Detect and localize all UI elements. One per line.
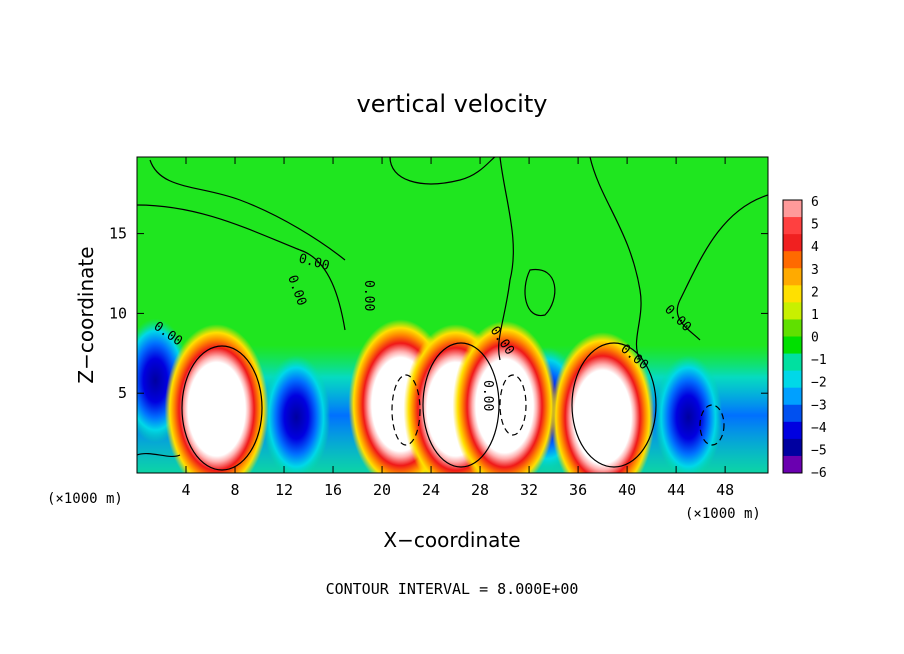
colorbar-tick-label: 4 [811, 240, 819, 255]
x-tick-label: 48 [716, 481, 734, 499]
updraft-cell [164, 324, 269, 473]
x-tick-label: 44 [667, 481, 685, 499]
y-tick-label: 5 [118, 384, 127, 402]
colorbar-tick-label: −4 [811, 421, 827, 436]
y-axis: 5 10 15 [109, 225, 768, 402]
contour-line [149, 159, 346, 261]
colorbar-swatch [783, 353, 802, 372]
contour-line [181, 345, 263, 471]
contour-interval-note: CONTOUR INTERVAL = 8.000E+00 [326, 580, 579, 598]
contour-line [498, 157, 514, 361]
contour-line [389, 157, 496, 185]
x-tick-label: 4 [181, 481, 190, 499]
x-unit-left: (×1000 m) [47, 491, 123, 507]
colorbar-tick-label: −5 [811, 443, 827, 458]
colorbar-swatch [783, 438, 802, 457]
x-axis: 4 8 12 16 20 24 28 32 36 40 44 48 [181, 157, 734, 499]
colorbar-tick-label: −1 [811, 353, 827, 368]
downdraft-cell [654, 355, 723, 473]
contour-lines [137, 157, 768, 471]
chart-title: vertical velocity [357, 90, 548, 118]
colorbar-tick-label: −3 [811, 398, 827, 413]
contour-line [571, 342, 657, 468]
x-tick-label: 12 [275, 481, 293, 499]
colorbar-tick-label: 2 [811, 285, 819, 300]
contour-line [137, 204, 346, 331]
colorbar-tick-label: −2 [811, 376, 827, 391]
colorbar-tick-label: −6 [811, 466, 827, 481]
colorbar-swatch [783, 302, 802, 320]
contour-line [676, 194, 768, 341]
x-tick-label: 28 [471, 481, 489, 499]
contour-label: 0.00 [480, 380, 495, 411]
colorbar-swatch [783, 404, 802, 423]
contour-line [699, 404, 725, 446]
plot-area: 0.00 0.00 0.00 0.00 0.00 0.00 0.00 0.00 [137, 157, 768, 473]
colorbar-swatch [783, 200, 802, 218]
colorbar-swatch [783, 268, 802, 286]
y-tick-label: 10 [109, 304, 127, 322]
colorbar-tick-label: 3 [811, 263, 819, 278]
colorbar-swatch [783, 455, 802, 474]
colorbar-tick-label: 1 [811, 308, 819, 323]
colorbar-swatch [783, 319, 802, 337]
contour-line [137, 452, 181, 458]
cell-layer [137, 318, 723, 473]
x-tick-label: 20 [373, 481, 391, 499]
plot-frame [136, 156, 769, 474]
contour-line [422, 342, 500, 468]
contour-line [499, 374, 527, 436]
x-tick-label: 36 [569, 481, 587, 499]
x-tick-label: 16 [324, 481, 342, 499]
colorbar-swatch [783, 370, 802, 389]
colorbar-swatch [783, 251, 802, 269]
colorbar-frame [782, 199, 803, 474]
colorbar-swatch [783, 217, 802, 235]
colorbar-tick-label: 6 [811, 195, 819, 210]
colorbar-swatch [783, 285, 802, 303]
x-tick-label: 32 [520, 481, 538, 499]
x-unit-right: (×1000 m) [685, 506, 761, 522]
y-axis-label: Z−coordinate [74, 246, 98, 383]
updraft-cell [550, 332, 655, 473]
colorbar-tick-label: 0 [811, 331, 819, 346]
contour-label: 0.00 [361, 280, 376, 311]
colorbar-swatch [783, 421, 802, 440]
colorbar: 6 5 4 3 2 1 0 −1 −2 −3 −4 −5 −6 [782, 195, 827, 481]
contour-line [524, 269, 556, 317]
colorbar-swatch [783, 387, 802, 406]
contour-line [589, 157, 642, 361]
colorbar-swatch [783, 234, 802, 252]
downdraft-cell [262, 355, 331, 473]
updraft-cell [452, 320, 557, 473]
x-tick-label: 8 [231, 481, 240, 499]
contour-line [391, 374, 421, 446]
colorbar-tick-label: 5 [811, 218, 819, 233]
x-axis-label: X−coordinate [383, 528, 520, 552]
y-tick-label: 15 [109, 225, 127, 243]
x-tick-label: 40 [618, 481, 636, 499]
colorbar-swatch [783, 336, 802, 355]
x-tick-label: 24 [422, 481, 440, 499]
